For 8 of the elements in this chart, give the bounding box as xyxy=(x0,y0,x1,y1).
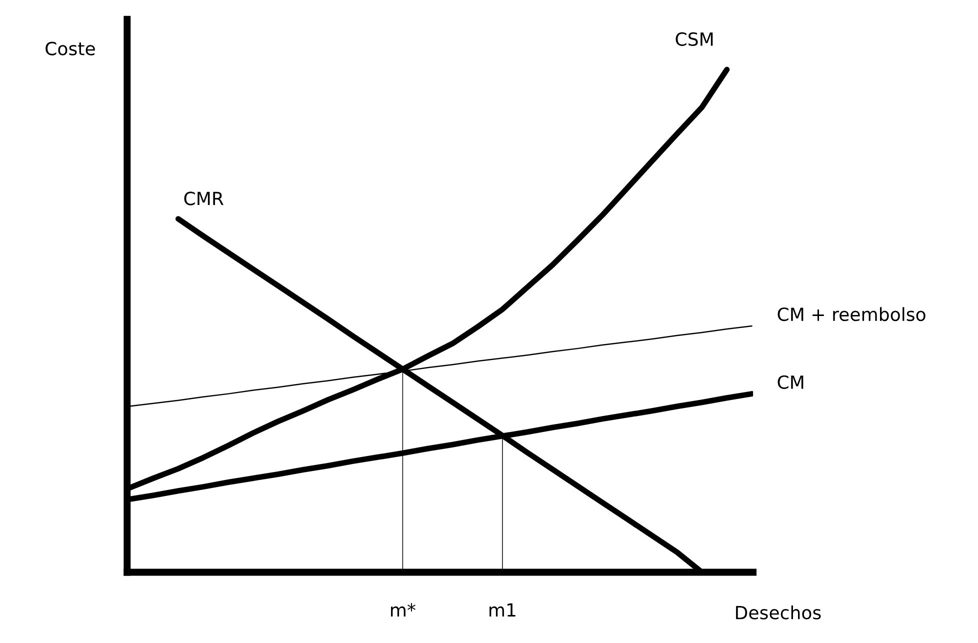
x-tick-label: m* xyxy=(391,603,416,617)
y-axis-title: Coste xyxy=(46,42,95,56)
x-axis-title: Desechos xyxy=(736,605,821,620)
x-tick-label: m1 xyxy=(490,603,516,617)
series-label: CM xyxy=(778,375,804,389)
series-label: CSM xyxy=(676,32,713,46)
series-label: CMR xyxy=(184,192,224,206)
series-label: CM + reembolso xyxy=(778,307,926,322)
